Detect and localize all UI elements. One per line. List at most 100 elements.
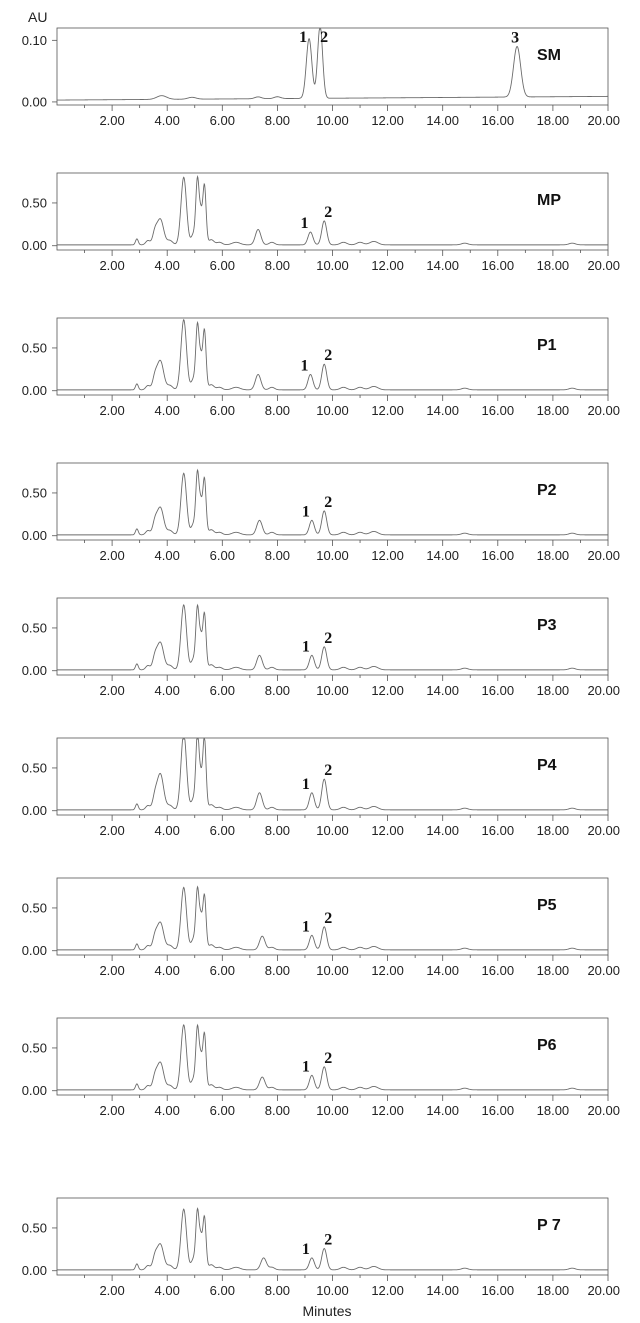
x-tick-label: 4.00 [155, 963, 180, 978]
x-tick-label: 16.00 [482, 258, 515, 273]
x-tick-label: 8.00 [265, 403, 290, 418]
chromatogram-trace [57, 468, 608, 536]
plot-frame [56, 462, 609, 541]
x-tick-label: 14.00 [426, 683, 459, 698]
x-tick-label: 14.00 [426, 258, 459, 273]
x-tick-label: 16.00 [482, 1103, 515, 1118]
chromatogram-trace [57, 1207, 608, 1271]
x-tick-label: 10.00 [316, 403, 349, 418]
peak-label-2: 2 [320, 29, 328, 46]
x-tick-label: 20.00 [587, 548, 620, 563]
x-tick-label: 6.00 [210, 1103, 235, 1118]
chromatogram-trace [57, 175, 608, 246]
peak-label-2: 2 [324, 204, 332, 221]
x-tick-label: 4.00 [155, 403, 180, 418]
x-tick-label: 20.00 [587, 258, 620, 273]
panel-sm: 2.00 4.00 6.00 8.00 10.00 12.00 14.00 16.00 18.0… [22, 27, 620, 128]
sample-label: P5 [537, 897, 557, 914]
y-tick-label: 0.50 [22, 760, 47, 775]
y-tick-label: 0.00 [22, 663, 47, 678]
x-tick-label: 4.00 [155, 683, 180, 698]
x-tick-label: 14.00 [426, 113, 459, 128]
x-tick-label: 4.00 [155, 1103, 180, 1118]
x-tick-label: 14.00 [426, 548, 459, 563]
sample-label: P2 [537, 482, 557, 499]
panel-p2: 2.00 4.00 6.00 8.00 10.00 12.00 14.00 16.00 18.0… [22, 462, 620, 563]
chromatogram-trace [57, 1023, 608, 1091]
x-tick-label: 16.00 [482, 548, 515, 563]
x-tick-label: 16.00 [482, 963, 515, 978]
plot-frame [56, 1197, 609, 1276]
x-tick-label: 18.00 [537, 823, 570, 838]
peak-label-2: 2 [324, 910, 332, 927]
plot-frame [56, 597, 609, 676]
x-tick-label: 6.00 [210, 683, 235, 698]
x-tick-label: 14.00 [426, 823, 459, 838]
x-tick-label: 12.00 [371, 548, 404, 563]
peak-label-1: 1 [302, 638, 310, 655]
chromatogram-trace [57, 885, 608, 951]
x-tick-label: 4.00 [155, 113, 180, 128]
x-tick-label: 14.00 [426, 403, 459, 418]
x-tick-label: 20.00 [587, 1283, 620, 1298]
x-tick-label: 12.00 [371, 1103, 404, 1118]
x-tick-label: 10.00 [316, 1103, 349, 1118]
x-tick-label: 2.00 [99, 823, 124, 838]
peak-label-1: 1 [299, 29, 307, 46]
x-tick-label: 20.00 [587, 683, 620, 698]
x-tick-label: 12.00 [371, 1283, 404, 1298]
x-tick-label: 4.00 [155, 823, 180, 838]
y-tick-label: 0.50 [22, 195, 47, 210]
peak-label-2: 2 [324, 347, 332, 364]
x-tick-label: 14.00 [426, 1103, 459, 1118]
sample-label: P6 [537, 1037, 557, 1054]
y-tick-label: 0.00 [22, 803, 47, 818]
x-tick-label: 8.00 [265, 683, 290, 698]
x-tick-label: 8.00 [265, 113, 290, 128]
x-tick-label: 14.00 [426, 963, 459, 978]
x-tick-label: 2.00 [99, 1283, 124, 1298]
x-tick-label: 10.00 [316, 1283, 349, 1298]
peak-label-2: 2 [324, 1050, 332, 1067]
peak-label-2: 2 [324, 630, 332, 647]
x-tick-label: 4.00 [155, 1283, 180, 1298]
plot-frame [56, 317, 609, 396]
panel-p3: 2.00 4.00 6.00 8.00 10.00 12.00 14.00 16.00 18.0… [22, 597, 620, 698]
x-tick-label: 8.00 [265, 823, 290, 838]
plot-frame [56, 172, 609, 251]
panel-p7: 2.00 4.00 6.00 8.00 10.00 12.00 14.00 16.00 18.0… [22, 1197, 620, 1298]
x-tick-label: 10.00 [316, 258, 349, 273]
x-tick-label: 12.00 [371, 403, 404, 418]
x-tick-label: 14.00 [426, 1283, 459, 1298]
x-tick-label: 20.00 [587, 113, 620, 128]
plot-frame [56, 1017, 609, 1096]
x-tick-label: 16.00 [482, 1283, 515, 1298]
x-tick-label: 20.00 [587, 403, 620, 418]
x-tick-label: 18.00 [537, 683, 570, 698]
x-tick-label: 16.00 [482, 823, 515, 838]
x-tick-label: 8.00 [265, 1103, 290, 1118]
y-tick-label: 0.00 [22, 1263, 47, 1278]
x-tick-label: 20.00 [587, 963, 620, 978]
x-tick-label: 6.00 [210, 548, 235, 563]
x-tick-label: 2.00 [99, 963, 124, 978]
peak-label-1: 1 [302, 1058, 310, 1075]
chromatogram-trace [57, 318, 608, 391]
chromatogram-panels: 2.00 4.00 6.00 8.00 10.00 12.00 14.00 16.00 18.0… [22, 27, 620, 1298]
x-tick-label: 18.00 [537, 403, 570, 418]
x-tick-label: 16.00 [482, 113, 515, 128]
x-tick-label: 2.00 [99, 548, 124, 563]
x-axis-title: Minutes [302, 1303, 351, 1319]
x-tick-label: 10.00 [316, 683, 349, 698]
x-tick-label: 8.00 [265, 258, 290, 273]
peak-label-1: 1 [300, 357, 308, 374]
panel-p1: 2.00 4.00 6.00 8.00 10.00 12.00 14.00 16.00 18.0… [22, 317, 620, 418]
x-tick-label: 2.00 [99, 683, 124, 698]
x-tick-label: 4.00 [155, 548, 180, 563]
x-tick-label: 8.00 [265, 963, 290, 978]
x-tick-label: 12.00 [371, 963, 404, 978]
y-tick-label: 0.50 [22, 340, 47, 355]
x-tick-label: 18.00 [537, 963, 570, 978]
sample-label: P3 [537, 617, 557, 634]
x-tick-label: 6.00 [210, 113, 235, 128]
